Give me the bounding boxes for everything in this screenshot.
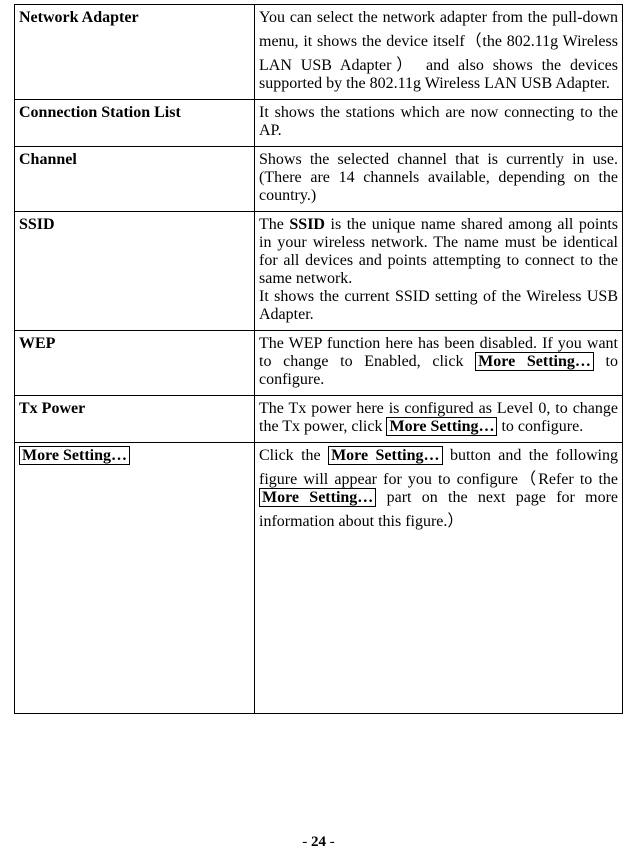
more-setting-inline-button[interactable]: More Setting… (475, 352, 594, 371)
table-row: Tx PowerThe Tx power here is configured … (15, 396, 623, 443)
row-description: The Tx power here is configured as Level… (255, 396, 623, 443)
row-label: Channel (15, 147, 255, 212)
more-setting-button[interactable]: More Setting… (19, 446, 130, 465)
page-number: - 24 - (0, 834, 637, 851)
row-label: Tx Power (15, 396, 255, 443)
row-label: WEP (15, 331, 255, 396)
row-description: The SSID is the unique name shared among… (255, 212, 623, 331)
page: Network AdapterYou can select the networ… (0, 0, 637, 863)
row-description: You can select the network adapter from … (255, 5, 623, 100)
table-row: Connection Station ListIt shows the stat… (15, 100, 623, 147)
row-label: More Setting… (15, 443, 255, 714)
row-label: SSID (15, 212, 255, 331)
more-setting-inline-button[interactable]: More Setting… (259, 488, 376, 507)
table-row: WEPThe WEP function here has been disabl… (15, 331, 623, 396)
more-setting-inline-button[interactable]: More Setting… (328, 446, 442, 465)
row-description: It shows the stations which are now conn… (255, 100, 623, 147)
spec-table: Network AdapterYou can select the networ… (14, 4, 623, 714)
row-description: Click the More Setting… button and the f… (255, 443, 623, 714)
table-row: ChannelShows the selected channel that i… (15, 147, 623, 212)
table-row: SSIDThe SSID is the unique name shared a… (15, 212, 623, 331)
row-description: Shows the selected channel that is curre… (255, 147, 623, 212)
more-setting-inline-button[interactable]: More Setting… (386, 417, 497, 436)
row-description: The WEP function here has been disabled.… (255, 331, 623, 396)
row-label: Connection Station List (15, 100, 255, 147)
table-row: Network AdapterYou can select the networ… (15, 5, 623, 100)
table-row: More Setting…Click the More Setting… but… (15, 443, 623, 714)
row-label: Network Adapter (15, 5, 255, 100)
